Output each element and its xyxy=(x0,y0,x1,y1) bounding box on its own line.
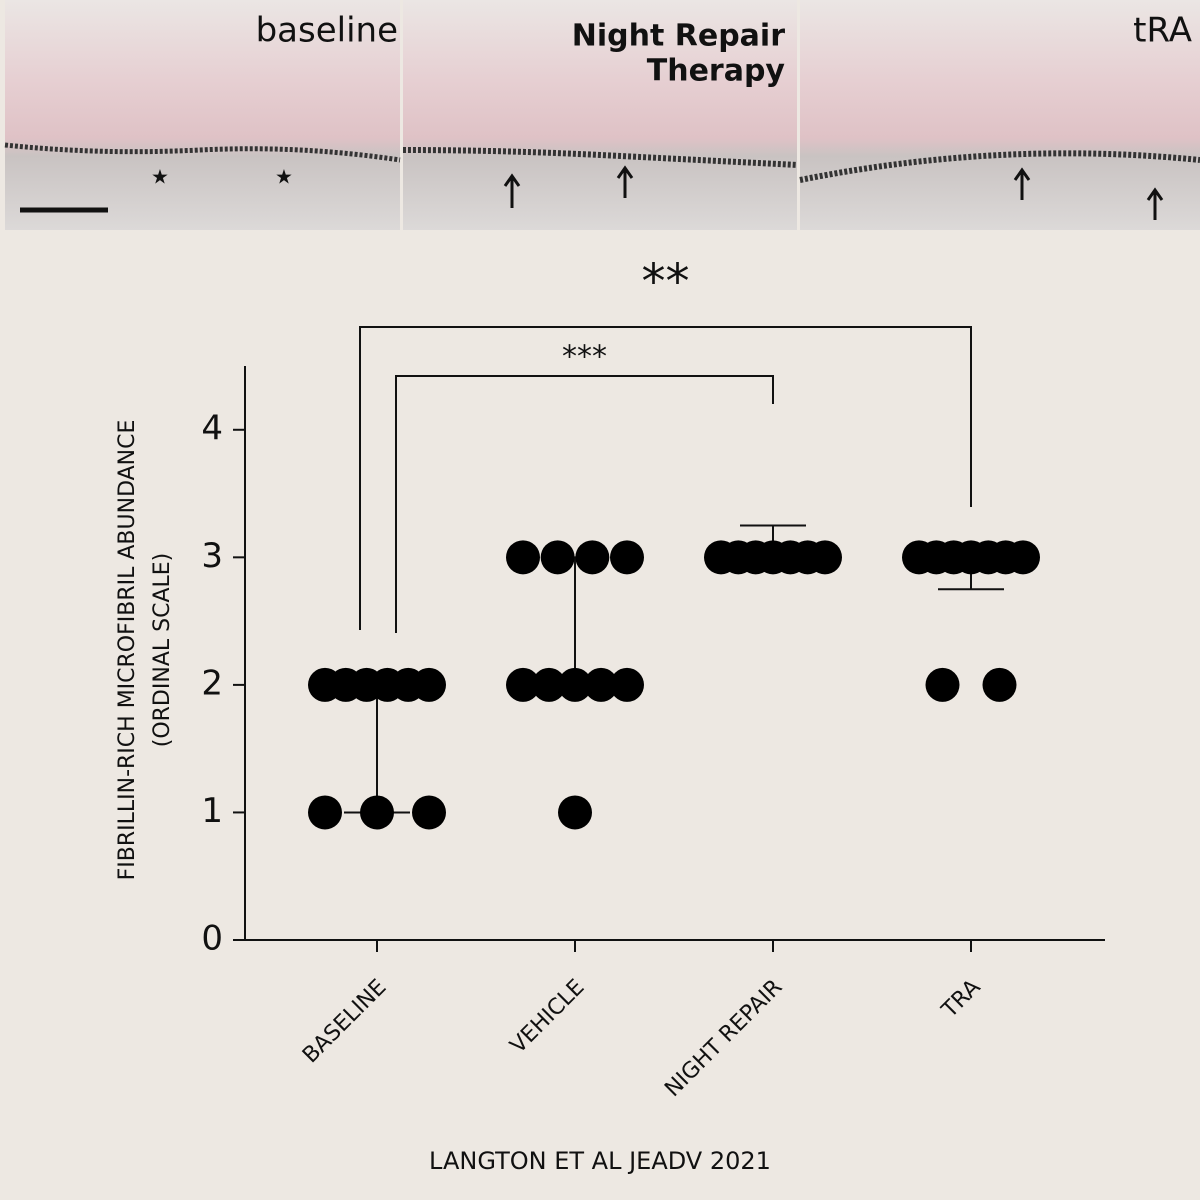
data-dot xyxy=(308,795,342,830)
micrographs: ★ ★ baseline Night Repair Therapy tRA xyxy=(4,0,1200,230)
data-dot xyxy=(360,795,394,830)
data-dot xyxy=(584,667,618,702)
panel-image xyxy=(403,0,797,230)
significance-bracket xyxy=(395,375,774,633)
data-dot xyxy=(982,667,1017,702)
star: ★ xyxy=(275,165,293,189)
panel-image xyxy=(800,0,1200,230)
data-dot xyxy=(925,667,960,702)
y-tick-label: 0 xyxy=(201,919,223,959)
data-dot xyxy=(506,667,540,702)
panel-label: tRA xyxy=(1133,11,1192,51)
data-dot xyxy=(506,540,540,575)
panel-image xyxy=(5,0,400,230)
panel-label: Therapy xyxy=(647,54,786,89)
y-tick-label: 1 xyxy=(201,791,223,831)
panel-label: baseline xyxy=(256,11,398,51)
data-dot xyxy=(558,667,592,702)
data-dot xyxy=(610,540,644,575)
data-dot xyxy=(808,540,842,575)
y-axis-label: (ORDINAL SCALE) xyxy=(150,553,175,748)
significance-label: *** xyxy=(562,340,607,375)
data-dot xyxy=(412,667,446,702)
fibril-band xyxy=(402,147,798,168)
data-dot xyxy=(540,540,575,575)
data-dot xyxy=(412,795,446,830)
source: LANGTON ET AL JEADV 2021 xyxy=(429,1147,771,1175)
significance-label: ** xyxy=(642,254,690,310)
data-dot xyxy=(558,795,592,830)
y-tick-label: 3 xyxy=(201,536,223,576)
significance-bracket xyxy=(359,326,972,630)
data-dot xyxy=(610,667,644,702)
data-dot xyxy=(575,540,610,575)
arrows xyxy=(503,165,1164,220)
y-tick-label: 4 xyxy=(201,408,223,448)
data-dot xyxy=(532,667,566,702)
fibril-band xyxy=(799,150,1200,183)
star: ★ xyxy=(151,165,169,189)
y-axis-label: FIBRILLIN-RICH MICROFIBRIL ABUNDANCE xyxy=(115,420,140,881)
panel-label: Night Repair xyxy=(572,19,785,54)
data-dot xyxy=(1006,540,1040,575)
y-tick-label: 2 xyxy=(201,663,223,703)
fibril-band xyxy=(4,142,401,163)
